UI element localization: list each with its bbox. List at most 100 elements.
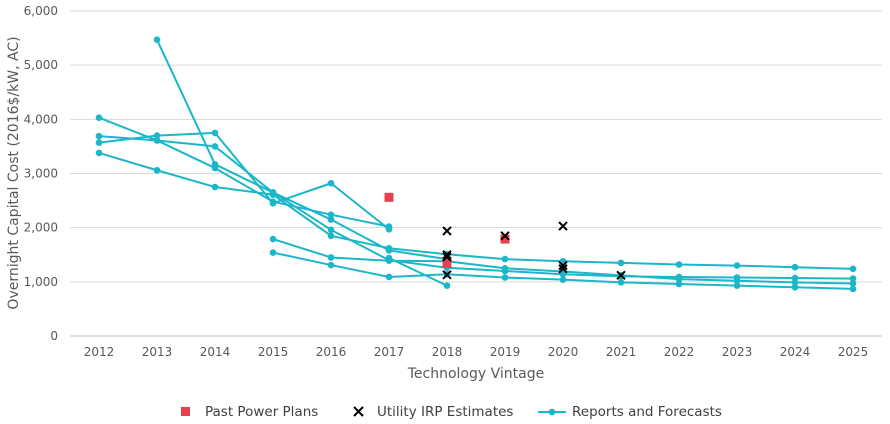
data-point [385, 244, 393, 252]
data-point [675, 280, 683, 288]
x-tick-label: 2025 [838, 345, 869, 359]
data-point [733, 262, 741, 269]
y-tick-label: 0 [50, 329, 58, 343]
x-tick-label: 2016 [316, 345, 347, 359]
legend-label: Reports and Forecasts [572, 404, 722, 420]
x-mark-stroke [558, 264, 568, 274]
y-tick-label: 4,000 [24, 112, 58, 126]
x-tick-label: 2019 [490, 345, 521, 359]
gridlines [70, 10, 882, 337]
data-point [269, 249, 277, 256]
series-line [388, 257, 448, 287]
data-point [733, 277, 741, 285]
data-point [442, 250, 452, 260]
y-tick-label: 6,000 [24, 4, 58, 18]
x-mark-stroke [442, 252, 452, 262]
x-tick-label: 2018 [432, 345, 463, 359]
data-point [617, 279, 625, 286]
data-point [327, 216, 335, 223]
data-point [501, 255, 509, 263]
data-point [211, 143, 219, 150]
y-tick-label: 3,000 [24, 167, 58, 181]
x-axis-title: Technology Vintage [407, 366, 544, 382]
data-point [791, 283, 799, 291]
x-mark-stroke [558, 221, 568, 231]
legend-label: Utility IRP Estimates [377, 404, 513, 420]
x-mark-stroke [500, 231, 510, 241]
y-axis-ticks: 0 1,000 2,000 3,000 4,000 5,000 6,000 [24, 4, 58, 343]
data-point [269, 199, 277, 207]
data-point [153, 137, 161, 144]
data-point [95, 114, 103, 122]
data-point [211, 129, 219, 137]
data-point [385, 273, 393, 281]
series-past-power-plans [384, 192, 510, 268]
data-point [559, 276, 567, 283]
data-point [95, 149, 103, 157]
data-point [791, 263, 799, 271]
data-point [384, 192, 394, 202]
series-line [98, 151, 854, 270]
x-tick-label: 2014 [200, 345, 231, 359]
data-point [675, 275, 683, 283]
data-point [500, 234, 510, 244]
data-point [849, 265, 857, 273]
data-point [327, 226, 335, 234]
data-point [327, 179, 335, 187]
data-point [501, 264, 509, 272]
y-axis-title: Overnight Capital Cost (2016$/kW, AC) [6, 36, 22, 309]
series-utility-irp-estimates [442, 221, 626, 281]
x-mark-stroke [616, 270, 626, 281]
x-tick-label: 2021 [606, 345, 637, 359]
data-point [327, 232, 335, 240]
data-point [153, 166, 161, 174]
data-point [501, 274, 509, 281]
data-point [733, 282, 741, 289]
x-tick-label: 2012 [84, 345, 115, 359]
data-point [327, 254, 335, 261]
data-point [211, 160, 219, 168]
data-point [95, 139, 103, 146]
x-mark-stroke [442, 226, 452, 236]
legend-marker-square [181, 407, 190, 416]
x-mark-stroke [558, 260, 568, 271]
x-tick-label: 2017 [374, 345, 405, 359]
data-point [442, 226, 452, 236]
data-point [558, 221, 568, 231]
data-point [327, 211, 335, 218]
legend-label: Past Power Plans [205, 404, 318, 420]
series-line [98, 131, 390, 231]
x-tick-label: 2020 [548, 345, 579, 359]
x-tick-label: 2023 [722, 345, 753, 359]
data-point [153, 132, 161, 139]
x-axis-ticks: 2012 2013 2014 2015 2016 2017 2018 2019 2020 2021… [84, 345, 869, 359]
y-tick-label: 1,000 [24, 275, 58, 289]
x-tick-label: 2013 [142, 345, 173, 359]
data-point [849, 285, 857, 293]
data-point [443, 282, 451, 289]
data-point [95, 132, 103, 140]
x-tick-label: 2022 [664, 345, 695, 359]
legend: Past Power Plans Utility IRP Estimates Rep… [181, 404, 722, 420]
data-point [849, 275, 857, 282]
data-point [269, 235, 277, 243]
data-point [617, 259, 625, 267]
data-point [791, 279, 799, 286]
legend-marker-circle [548, 408, 556, 416]
data-point [385, 254, 393, 262]
x-tick-label: 2015 [258, 345, 289, 359]
y-tick-label: 5,000 [24, 58, 58, 72]
data-point [442, 270, 452, 280]
series-line [98, 116, 390, 228]
data-point [616, 270, 626, 281]
data-point [849, 280, 857, 287]
legend-marker-x [353, 406, 364, 417]
data-point [385, 225, 393, 233]
x-tick-label: 2024 [780, 345, 811, 359]
data-point [269, 189, 277, 196]
data-point [675, 261, 683, 268]
data-point [327, 261, 335, 269]
data-point [500, 231, 510, 241]
data-point [558, 264, 568, 274]
